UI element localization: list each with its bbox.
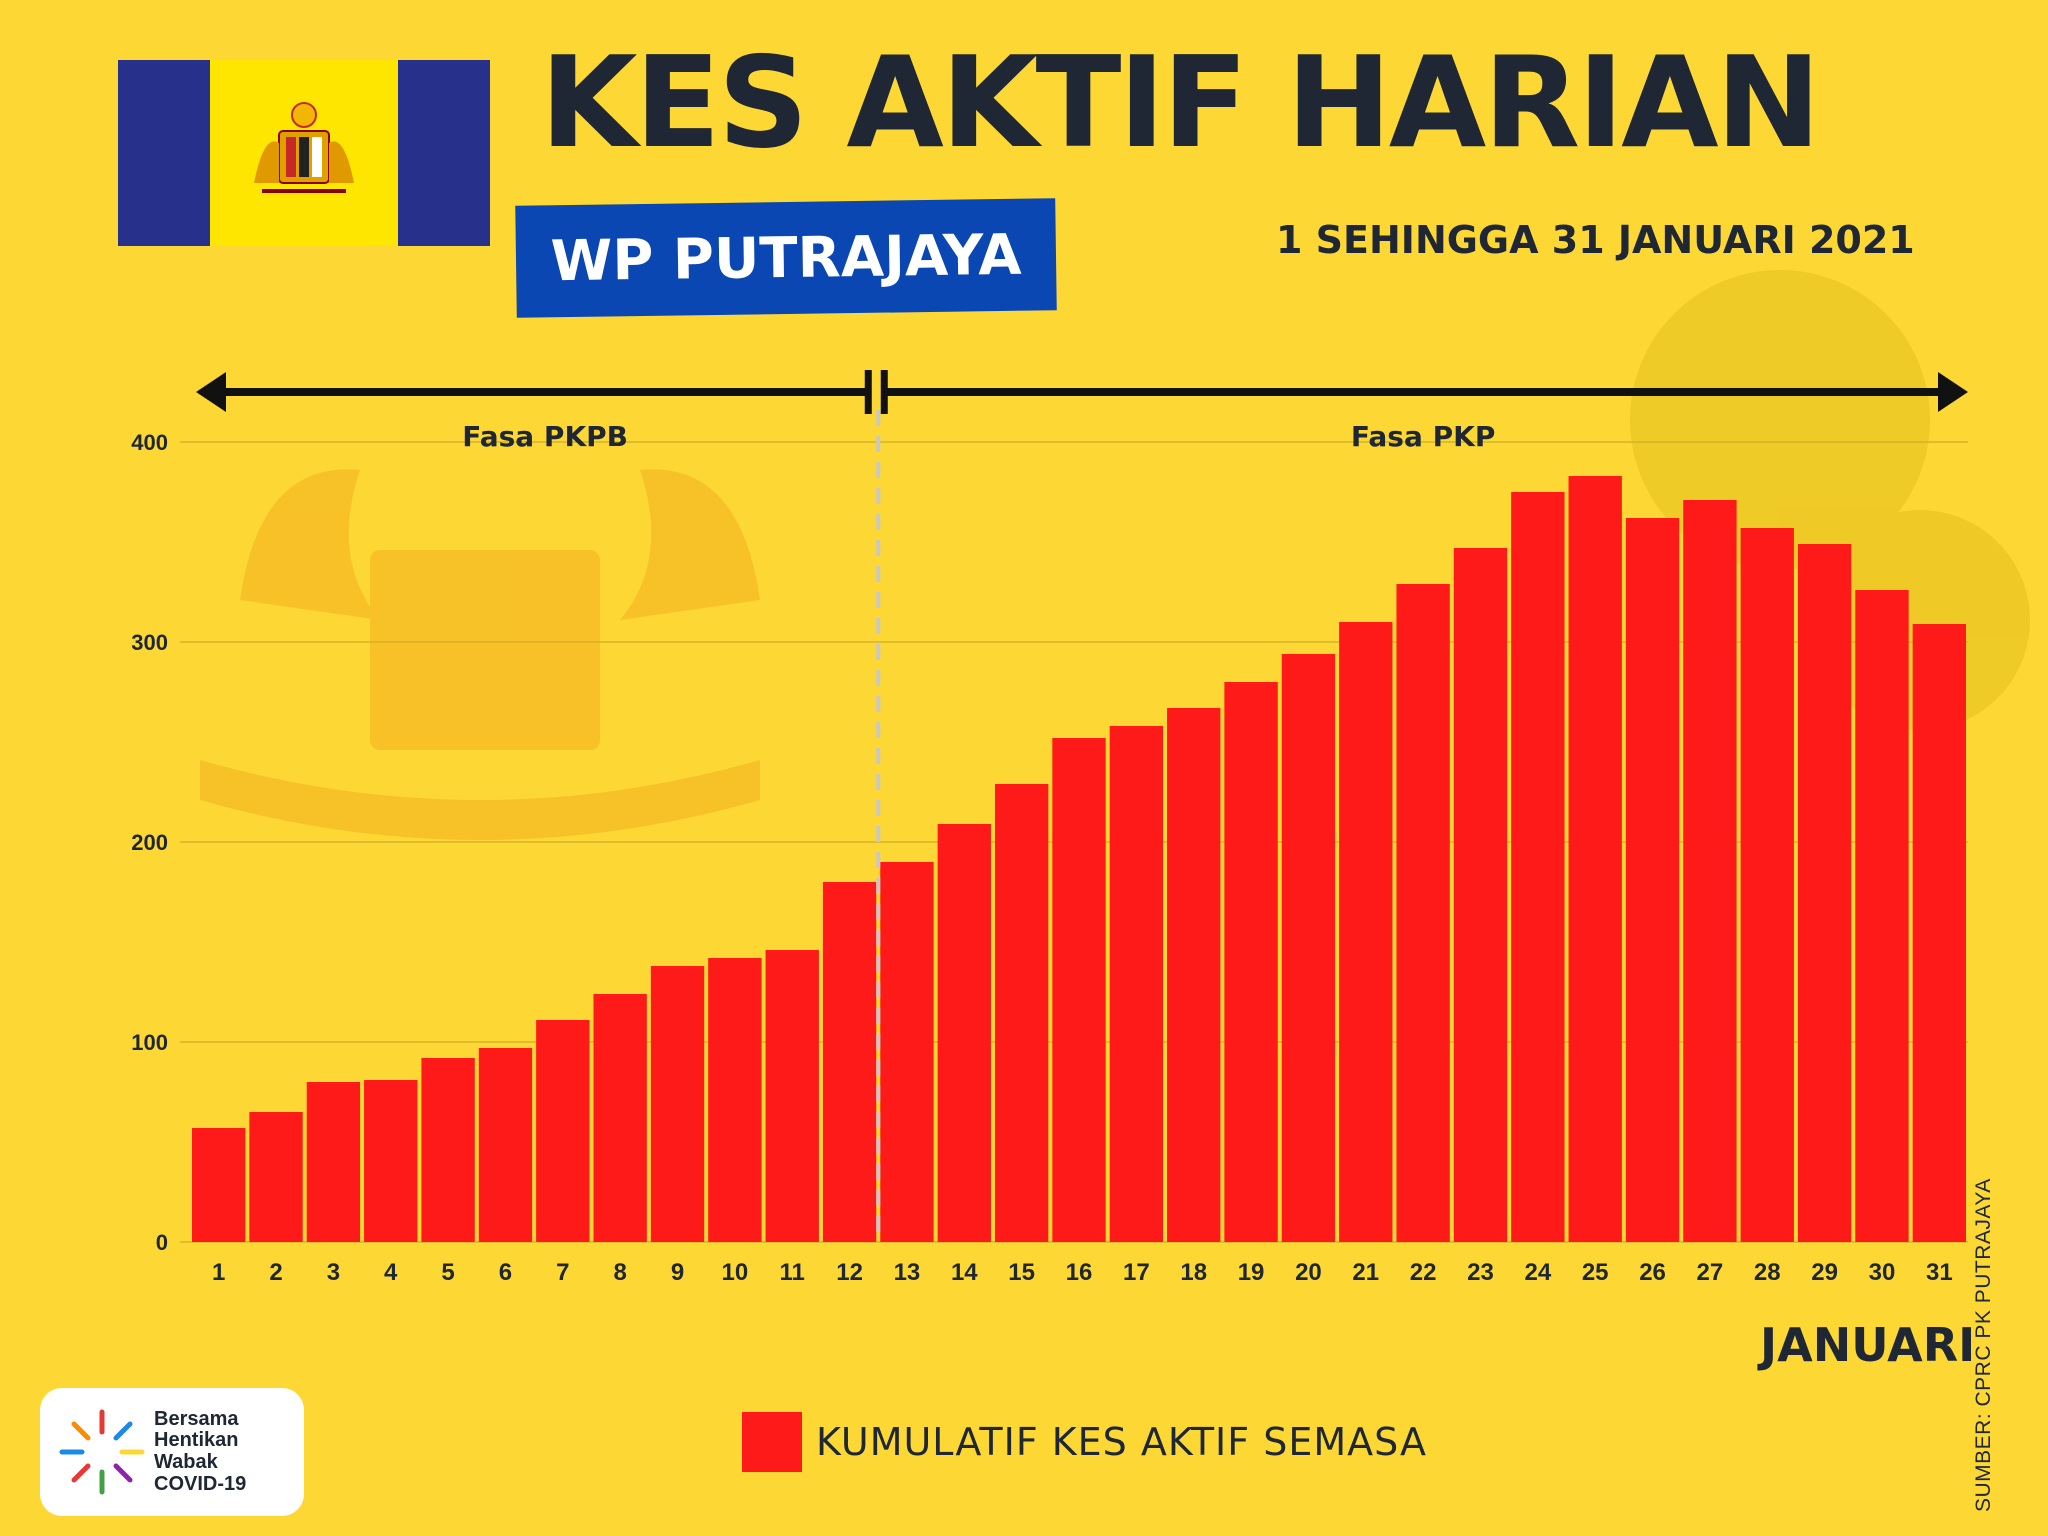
y-tick-label: 0	[156, 1230, 168, 1255]
watermark	[200, 270, 2030, 840]
x-tick-label: 1	[212, 1259, 225, 1286]
bar	[1683, 500, 1737, 1242]
bar	[593, 994, 647, 1242]
bar	[765, 950, 819, 1242]
bar	[1625, 518, 1680, 1242]
x-tick-label: 21	[1352, 1259, 1379, 1286]
x-tick-label: 12	[836, 1259, 863, 1286]
campaign-logo: Bersama Hentikan Wabak COVID-19	[40, 1388, 304, 1516]
bar	[1167, 708, 1221, 1242]
bar	[1396, 584, 1450, 1242]
bar	[1052, 738, 1106, 1242]
logo-line-2: Hentikan	[154, 1429, 239, 1452]
x-tick-label: 29	[1811, 1259, 1838, 1286]
x-tick-label: 14	[951, 1259, 978, 1286]
x-tick-label: 4	[384, 1259, 398, 1286]
arrow-left-icon	[196, 372, 226, 412]
bar	[1568, 476, 1622, 1242]
legend: KUMULATIF KES AKTIF SEMASA	[742, 1412, 1427, 1472]
x-tick-label: 31	[1926, 1259, 1953, 1286]
x-tick-label: 8	[613, 1259, 626, 1286]
x-tick-label: 17	[1123, 1259, 1150, 1286]
bar	[822, 882, 877, 1242]
bar	[1453, 548, 1508, 1242]
x-tick-label: 24	[1524, 1259, 1551, 1286]
legend-swatch	[742, 1412, 802, 1472]
x-tick-label: 7	[556, 1259, 569, 1286]
bar	[880, 862, 934, 1242]
y-tick-label: 400	[131, 430, 168, 455]
source-note: SUMBER: CPRC PK PUTRAJAYA	[1972, 1178, 1995, 1512]
bar	[478, 1048, 533, 1242]
sunburst-icon	[59, 1409, 145, 1495]
x-tick-label: 2	[269, 1259, 282, 1286]
x-tick-label: 6	[499, 1259, 512, 1286]
y-tick-label: 100	[131, 1030, 168, 1055]
y-axis: 0 100 200 300 400	[131, 430, 168, 1255]
bar	[1511, 492, 1565, 1242]
bar	[364, 1080, 418, 1242]
x-tick-label: 9	[671, 1259, 684, 1286]
bar	[1912, 624, 1966, 1242]
x-tick-label: 3	[327, 1259, 340, 1286]
bar	[1109, 726, 1164, 1242]
arrow-right-icon	[1938, 372, 1968, 412]
x-axis-label: JANUARI	[1760, 1318, 1976, 1372]
bar	[249, 1112, 303, 1242]
bar	[1224, 682, 1278, 1242]
x-tick-label: 11	[780, 1259, 805, 1286]
bar	[708, 958, 762, 1242]
page-title: KES AKTIF HARIAN	[540, 29, 1821, 176]
bar	[192, 1128, 246, 1242]
x-tick-label: 28	[1754, 1259, 1781, 1286]
x-tick-label: 23	[1467, 1259, 1494, 1286]
x-tick-label: 22	[1410, 1259, 1437, 1286]
x-tick-label: 16	[1066, 1259, 1093, 1286]
logo-line-1: Bersama	[154, 1407, 239, 1430]
legend-label: KUMULATIF KES AKTIF SEMASA	[816, 1420, 1427, 1464]
x-tick-label: 25	[1582, 1259, 1609, 1286]
x-tick-label: 20	[1295, 1259, 1322, 1286]
bar	[306, 1082, 361, 1242]
bar	[1740, 528, 1794, 1242]
x-tick-label: 30	[1869, 1259, 1896, 1286]
x-tick-label: 13	[894, 1259, 921, 1286]
x-tick-label: 26	[1639, 1259, 1666, 1286]
y-tick-label: 200	[131, 830, 168, 855]
putrajaya-flag	[118, 60, 490, 246]
bar	[1797, 544, 1852, 1242]
bar	[536, 1020, 590, 1242]
x-tick-label: 5	[441, 1259, 454, 1286]
y-tick-label: 300	[131, 630, 168, 655]
bar	[650, 966, 705, 1242]
bar	[1339, 622, 1393, 1242]
x-tick-label: 10	[722, 1259, 749, 1286]
bar	[1281, 654, 1336, 1242]
phase-label: Fasa PKPB	[462, 420, 628, 453]
date-range: 1 SEHINGGA 31 JANUARI 2021	[1276, 218, 1915, 262]
bars	[192, 476, 1966, 1242]
flag-center	[210, 60, 398, 246]
logo-text: Bersama Hentikan Wabak COVID-19	[154, 1407, 247, 1495]
logo-line-3: Wabak	[154, 1451, 218, 1473]
x-tick-label: 19	[1238, 1259, 1265, 1286]
phase-arrows: Fasa PKPB Fasa PKP	[196, 370, 1968, 1242]
bar	[994, 784, 1049, 1242]
bar	[421, 1058, 475, 1242]
x-tick-label: 18	[1180, 1259, 1207, 1286]
phase-label: Fasa PKP	[1351, 420, 1495, 453]
logo-line-4: COVID-19	[154, 1472, 247, 1495]
coat-of-arms-icon	[254, 102, 354, 193]
flag-stripe-left	[118, 60, 210, 246]
x-axis: 1 2 3 4 5 6 7 8 9 10 11 12 13 14 15 16 17 18 19 20 21 22 23 24 2…	[212, 1259, 1953, 1286]
bar	[937, 824, 991, 1242]
flag-stripe-right	[398, 60, 490, 246]
x-tick-label: 27	[1697, 1259, 1724, 1286]
x-tick-label: 15	[1008, 1259, 1035, 1286]
bar	[1855, 590, 1909, 1242]
